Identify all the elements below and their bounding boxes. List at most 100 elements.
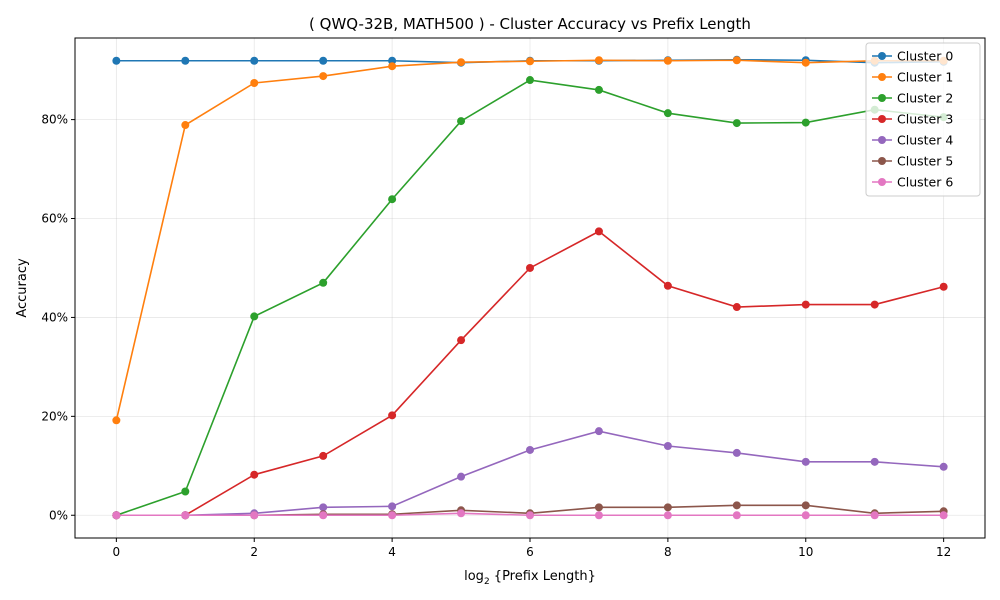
x-tick-label: 0	[113, 545, 121, 559]
data-point	[663, 281, 672, 290]
x-tick-label: 6	[526, 545, 534, 559]
data-point	[388, 195, 397, 204]
data-point	[939, 282, 948, 291]
legend-label: Cluster 3	[897, 112, 953, 127]
legend-marker	[878, 52, 886, 60]
legend-marker	[878, 157, 886, 165]
data-point	[801, 58, 810, 67]
data-point	[388, 502, 397, 511]
data-point	[457, 472, 466, 481]
legend-item: Cluster 5	[872, 154, 953, 169]
y-tick-label: 40%	[41, 310, 68, 324]
y-tick-label: 60%	[41, 212, 68, 226]
x-tick-label: 12	[936, 545, 951, 559]
x-axis-label-rest: {Prefix Length}	[490, 569, 596, 584]
data-point	[457, 58, 466, 67]
legend-label: Cluster 6	[897, 175, 953, 190]
data-point	[526, 263, 534, 272]
y-axis-label: Accuracy	[15, 258, 30, 318]
data-point	[732, 511, 741, 520]
data-point	[870, 300, 879, 309]
data-point	[388, 411, 397, 420]
data-point	[112, 416, 121, 425]
data-point	[526, 76, 534, 85]
legend-marker	[878, 94, 886, 102]
x-axis-label-subscript: 2	[484, 577, 490, 587]
data-point	[388, 62, 397, 71]
data-point	[663, 503, 672, 512]
data-point	[732, 501, 741, 510]
legend-box	[865, 42, 981, 197]
data-point	[594, 511, 603, 520]
x-tick-label: 4	[388, 545, 396, 559]
legend-item: Cluster 6	[872, 175, 953, 190]
data-point	[801, 300, 810, 309]
data-point	[526, 511, 534, 520]
data-point	[319, 72, 328, 81]
data-point	[319, 451, 328, 460]
x-tick-label: 2	[250, 545, 258, 559]
data-point	[594, 85, 603, 94]
legend-item: Cluster 2	[872, 91, 953, 106]
data-point	[250, 56, 259, 65]
data-point	[250, 312, 259, 321]
data-point	[112, 511, 121, 520]
x-axis-label-log: log	[464, 569, 484, 584]
data-point	[250, 470, 259, 479]
legend-item: Cluster 0	[872, 49, 953, 64]
data-point	[319, 503, 328, 512]
data-point	[594, 56, 603, 65]
legend: Cluster 0 Cluster 1 Cluster 2 Cluster 3 Clus…	[865, 42, 981, 197]
data-point	[594, 227, 603, 236]
legend-marker	[878, 73, 886, 81]
x-tick-label: 10	[798, 545, 813, 559]
grid	[75, 38, 985, 538]
data-point	[319, 511, 328, 520]
data-point	[181, 121, 190, 130]
data-point	[732, 448, 741, 457]
legend-label: Cluster 4	[897, 133, 953, 148]
data-point	[732, 56, 741, 65]
chart-title: ( QWQ-32B, MATH500 ) - Cluster Accuracy …	[309, 15, 751, 33]
x-tick-label: 8	[664, 545, 672, 559]
data-point	[939, 462, 948, 471]
data-point	[388, 511, 397, 520]
data-point	[250, 79, 259, 88]
data-point	[526, 445, 534, 454]
data-point	[526, 57, 534, 66]
legend-marker	[878, 115, 886, 123]
data-point	[801, 501, 810, 510]
data-point	[801, 457, 810, 466]
data-point	[319, 278, 328, 287]
data-point	[457, 336, 466, 345]
data-point	[181, 511, 190, 520]
legend-label: Cluster 1	[897, 70, 953, 85]
data-point	[181, 56, 190, 65]
data-point	[250, 511, 259, 520]
legend-marker	[878, 136, 886, 144]
data-point	[457, 509, 466, 518]
data-point	[319, 56, 328, 65]
series-cluster-1	[112, 56, 948, 425]
y-tick-label: 20%	[41, 409, 68, 423]
legend-label: Cluster 2	[897, 91, 953, 106]
data-point	[112, 56, 121, 65]
series-cluster-6	[112, 509, 948, 520]
data-point	[870, 511, 879, 520]
data-point	[801, 511, 810, 520]
legend-label: Cluster 5	[897, 154, 953, 169]
data-point	[663, 56, 672, 65]
data-point	[594, 503, 603, 512]
data-point	[801, 118, 810, 127]
legend-item: Cluster 3	[872, 112, 953, 127]
legend-item: Cluster 1	[872, 70, 953, 85]
series-group	[112, 55, 948, 520]
data-point	[939, 511, 948, 520]
x-axis-label: log2 {Prefix Length}	[464, 569, 596, 587]
data-point	[594, 427, 603, 436]
data-point	[181, 487, 190, 496]
y-tick-label: 0%	[49, 508, 68, 522]
data-point	[457, 117, 466, 126]
